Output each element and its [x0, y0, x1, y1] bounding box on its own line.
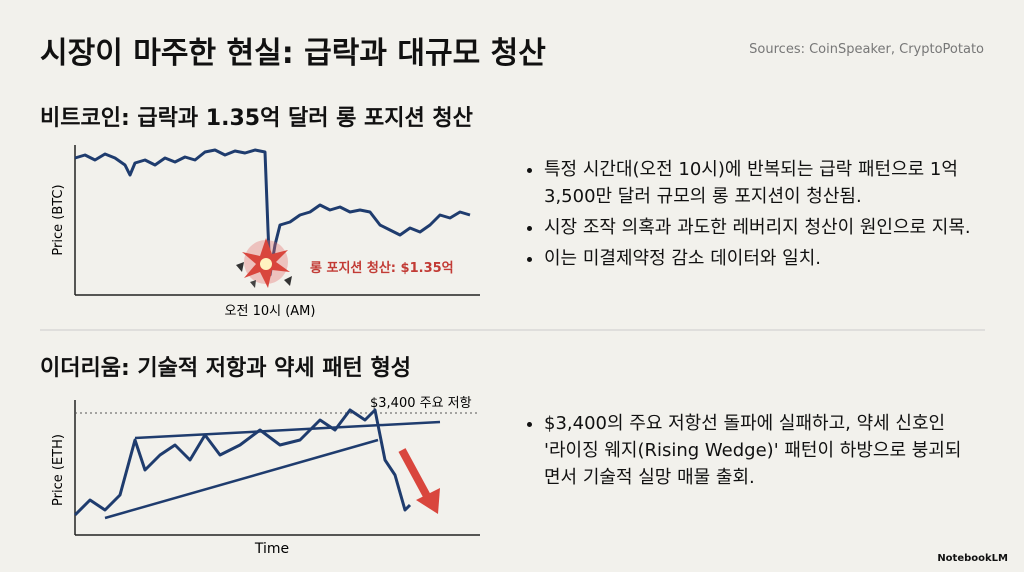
bullet: 이는 미결제약정 감소 데이터와 일치.	[544, 245, 972, 272]
eth-chart: Price (ETH) Time $3,400 주요 저항	[51, 396, 480, 557]
arrow-head	[416, 488, 440, 514]
btc-chart: Price (BTC) 오전 10시 (AM) 롱 포지션 청산: $1.35억	[51, 145, 480, 319]
x-label: 오전 10시 (AM)	[225, 304, 316, 319]
slide-title: 시장이 마주한 현실: 급락과 대규모 청산	[40, 36, 546, 71]
explosion	[236, 238, 292, 288]
y-label: Price (BTC)	[51, 184, 66, 255]
down-arrow	[398, 448, 432, 500]
bullet: 특정 시간대(오전 10시)에 반복되는 급락 패턴으로 1억 3,500만 달…	[544, 156, 972, 210]
section-heading: 이더리움: 기술적 저항과 약세 패턴 형성	[40, 356, 411, 381]
wedge-top	[134, 420, 441, 440]
section-heading: 비트코인: 급락과 1.35억 달러 롱 포지션 청산	[40, 106, 473, 131]
bullets: 특정 시간대(오전 10시)에 반복되는 급락 패턴으로 1억 3,500만 달…	[522, 156, 972, 276]
price-line	[73, 408, 412, 517]
footer: NotebookLM	[937, 553, 1008, 564]
bullet: 시장 조작 의혹과 과도한 레버리지 청산이 원인으로 지목.	[544, 214, 972, 241]
annotation: $3,400 주요 저항	[370, 396, 472, 411]
bullet: $3,400의 주요 저항선 돌파에 실패하고, 약세 신호인 '라이징 웨지(…	[544, 410, 972, 491]
x-label: Time	[254, 541, 289, 557]
wedge-bottom	[104, 438, 379, 520]
y-label: Price (ETH)	[51, 434, 66, 506]
sources: Sources: CoinSpeaker, CryptoPotato	[749, 42, 984, 57]
bullets: $3,400의 주요 저항선 돌파에 실패하고, 약세 신호인 '라이징 웨지(…	[522, 410, 972, 495]
annotation: 롱 포지션 청산: $1.35억	[310, 260, 454, 276]
